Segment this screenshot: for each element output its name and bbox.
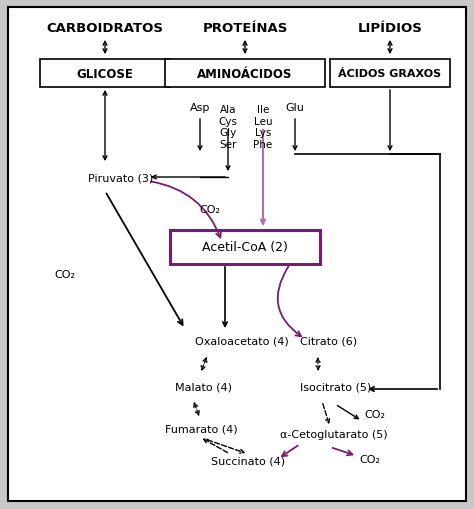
Text: LIPÍDIOS: LIPÍDIOS bbox=[357, 21, 422, 35]
Text: PROTEÍNAS: PROTEÍNAS bbox=[202, 21, 288, 35]
Bar bbox=[165, 60, 325, 88]
Bar bbox=[40, 60, 170, 88]
Text: Acetil-CoA (2): Acetil-CoA (2) bbox=[202, 241, 288, 254]
Text: α-Cetoglutarato (5): α-Cetoglutarato (5) bbox=[280, 429, 388, 439]
Text: Fumarato (4): Fumarato (4) bbox=[165, 424, 237, 434]
Text: Citrato (6): Citrato (6) bbox=[300, 336, 357, 346]
Text: Succinato (4): Succinato (4) bbox=[211, 456, 285, 466]
Text: Malato (4): Malato (4) bbox=[175, 382, 232, 392]
Text: CO₂: CO₂ bbox=[200, 205, 220, 215]
Text: Glu: Glu bbox=[285, 103, 304, 113]
Text: CO₂: CO₂ bbox=[359, 454, 381, 464]
Text: Oxaloacetato (4): Oxaloacetato (4) bbox=[195, 336, 289, 346]
Text: ÁCIDOS GRAXOS: ÁCIDOS GRAXOS bbox=[338, 69, 442, 79]
Text: Asp: Asp bbox=[190, 103, 210, 113]
Text: CARBOIDRATOS: CARBOIDRATOS bbox=[46, 21, 164, 35]
Bar bbox=[330, 60, 450, 88]
Text: CO₂: CO₂ bbox=[365, 409, 385, 419]
Text: AMINOÁCIDOS: AMINOÁCIDOS bbox=[197, 67, 292, 80]
Text: Piruvato (3): Piruvato (3) bbox=[88, 173, 153, 183]
Text: Ile
Leu
Lys
Phe: Ile Leu Lys Phe bbox=[254, 105, 273, 150]
Text: CO₂: CO₂ bbox=[55, 269, 75, 279]
Text: Isocitrato (5): Isocitrato (5) bbox=[300, 382, 371, 392]
Bar bbox=[170, 231, 320, 265]
Text: Ala
Cys
Gly
Ser: Ala Cys Gly Ser bbox=[219, 105, 237, 150]
Text: GLICOSE: GLICOSE bbox=[77, 67, 134, 80]
